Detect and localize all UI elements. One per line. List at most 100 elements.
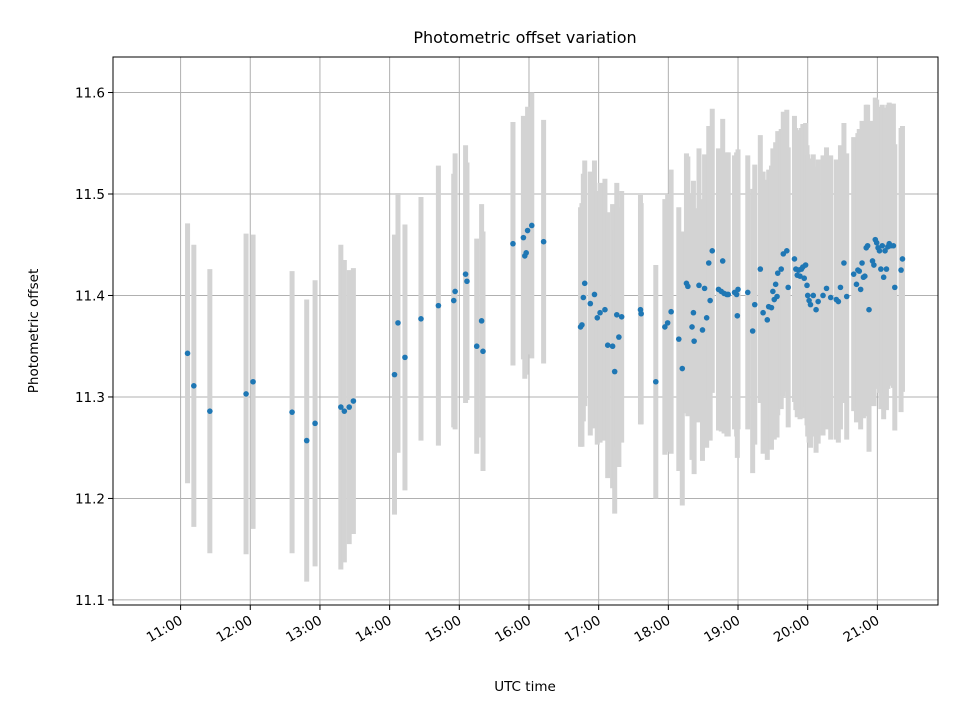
data-point	[744, 289, 751, 296]
y-tick-label: 11.5	[75, 187, 105, 203]
data-point	[725, 291, 732, 298]
data-point	[749, 328, 756, 334]
data-point	[873, 239, 880, 246]
data-point	[580, 294, 587, 301]
data-point	[705, 260, 712, 266]
data-point	[540, 238, 547, 245]
data-point	[813, 306, 819, 313]
data-point	[668, 308, 674, 315]
data-point	[801, 275, 808, 282]
data-point	[696, 282, 702, 289]
data-point	[341, 408, 348, 414]
data-point	[523, 250, 529, 256]
data-point	[774, 270, 781, 276]
data-point	[778, 266, 785, 272]
data-point	[883, 266, 890, 272]
data-point	[859, 260, 865, 266]
data-point	[679, 365, 686, 372]
data-point	[734, 312, 741, 319]
data-point	[709, 248, 716, 254]
data-point	[853, 281, 860, 288]
data-point	[691, 338, 697, 344]
y-tick-label: 11.2	[75, 491, 105, 507]
data-point	[613, 311, 620, 318]
data-point	[837, 284, 844, 291]
data-point	[685, 283, 691, 290]
data-point	[594, 315, 601, 321]
data-point	[591, 291, 598, 298]
data-point	[703, 315, 710, 321]
data-point	[843, 293, 850, 300]
data-point	[862, 273, 868, 280]
data-point	[480, 348, 486, 355]
data-point	[810, 292, 817, 299]
data-point	[707, 297, 713, 304]
plot-frame	[112, 56, 939, 606]
data-point	[418, 316, 424, 322]
data-point	[338, 404, 344, 410]
data-point	[618, 313, 625, 320]
x-axis-label: UTC time	[494, 679, 556, 695]
data-point	[823, 285, 830, 292]
data-point	[391, 371, 398, 378]
y-tick-label: 11.1	[75, 593, 105, 609]
data-point	[699, 327, 706, 333]
data-point	[785, 284, 791, 291]
data-point	[733, 291, 740, 298]
data-point	[857, 286, 864, 293]
data-point	[435, 302, 442, 309]
data-point	[478, 318, 485, 324]
data-point	[184, 350, 191, 357]
data-point	[609, 343, 616, 350]
data-point	[820, 292, 826, 299]
data-point	[602, 306, 608, 313]
data-point	[581, 280, 588, 287]
data-point	[690, 309, 697, 316]
data-point	[664, 320, 671, 326]
data-point	[882, 248, 888, 254]
data-point	[587, 300, 594, 307]
data-point	[528, 222, 535, 229]
data-point	[402, 354, 408, 361]
data-point	[289, 409, 295, 415]
data-point	[611, 368, 618, 375]
data-point	[880, 274, 887, 281]
data-point	[250, 378, 256, 385]
data-point	[450, 297, 457, 304]
data-point	[757, 266, 764, 272]
data-point	[835, 298, 842, 305]
data-point	[473, 343, 480, 350]
data-point	[791, 256, 798, 262]
data-point	[856, 268, 863, 274]
data-point	[751, 301, 758, 308]
data-point	[804, 292, 811, 299]
data-point	[462, 271, 469, 277]
data-points	[184, 222, 906, 444]
chart-title: Photometric offset variation	[413, 28, 636, 47]
data-point	[899, 256, 906, 262]
data-point	[866, 306, 872, 313]
data-point	[597, 309, 603, 316]
data-point	[815, 298, 821, 305]
data-point	[783, 248, 790, 254]
data-point	[764, 317, 771, 323]
data-point	[346, 404, 353, 410]
y-tick-label: 11.3	[75, 390, 105, 406]
data-point	[768, 304, 775, 311]
data-point	[604, 342, 611, 349]
data-point	[464, 278, 470, 285]
data-point	[243, 391, 249, 397]
y-tick-label: 11.4	[75, 288, 105, 304]
data-point	[662, 324, 668, 330]
data-point	[207, 408, 213, 414]
data-point	[524, 227, 531, 234]
y-axis-label: Photometric offset	[26, 269, 42, 393]
data-point	[891, 284, 898, 291]
data-point	[760, 309, 766, 316]
data-point	[520, 234, 527, 241]
data-point	[638, 310, 644, 317]
data-point	[797, 273, 803, 280]
data-point	[807, 301, 814, 308]
data-point	[579, 322, 585, 328]
